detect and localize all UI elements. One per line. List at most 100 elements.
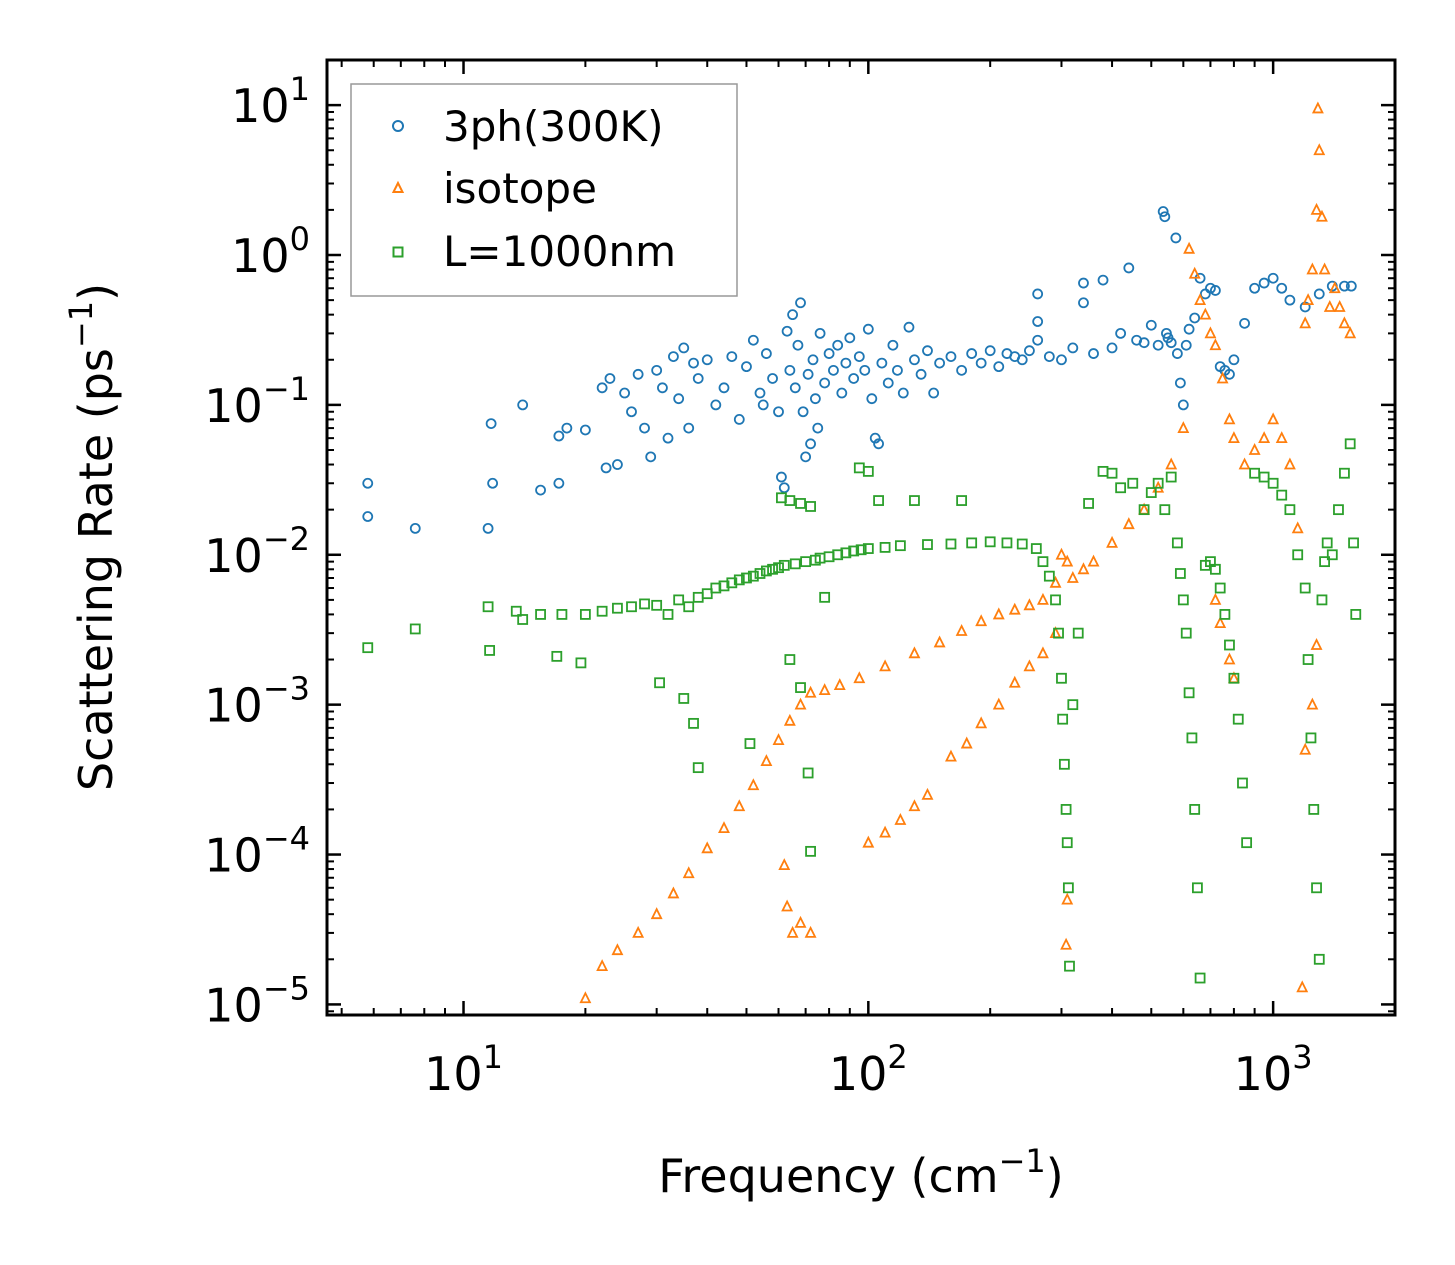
data-point (651, 364, 663, 376)
data-point (1333, 504, 1344, 516)
data-point (1333, 299, 1346, 312)
legend-label-boundary: L=1000nm (443, 227, 676, 276)
data-point (1064, 960, 1075, 972)
data-point (1283, 457, 1296, 470)
data-point (1350, 609, 1362, 620)
data-point (862, 543, 874, 554)
data-point (789, 382, 801, 394)
data-point (975, 716, 988, 729)
data-point (773, 406, 784, 418)
data-point (1016, 354, 1028, 366)
data-point (1170, 232, 1182, 244)
data-point (1209, 285, 1221, 296)
data-point (760, 348, 772, 359)
data-point (1275, 431, 1288, 444)
y-axis-label: Scattering Rate (ps−1) (62, 283, 123, 791)
data-point (984, 345, 996, 357)
data-point (1328, 281, 1341, 294)
data-point (1228, 672, 1240, 684)
legend: 3ph(300K) isotope L=1000nm (350, 83, 738, 297)
data-point (1302, 654, 1314, 665)
data-point (819, 591, 831, 603)
data-point (909, 495, 920, 506)
data-point (579, 991, 592, 1004)
data-point (1016, 538, 1028, 550)
data-point (678, 342, 690, 354)
data-point (760, 565, 772, 577)
data-point (1319, 556, 1330, 568)
data-point (922, 539, 933, 550)
data-point (632, 925, 645, 938)
data-point (1138, 337, 1150, 349)
data-point (1036, 646, 1049, 659)
data-point (1001, 537, 1013, 549)
data-point (639, 422, 650, 434)
series-2 (362, 438, 1362, 984)
data-point (1192, 882, 1203, 894)
data-point (786, 925, 799, 938)
data-point (1032, 316, 1044, 327)
data-point (797, 406, 809, 418)
data-point (1313, 288, 1325, 300)
legend-marker-isotope (391, 180, 405, 193)
data-point (1066, 570, 1079, 583)
data-point (1067, 699, 1079, 711)
data-point (1315, 209, 1328, 222)
data-point (879, 541, 891, 553)
data-point (844, 332, 856, 344)
data-point (1292, 549, 1304, 561)
y-tick-label: 10−4 (204, 820, 310, 883)
data-point (1106, 467, 1118, 479)
data-point (784, 654, 796, 665)
data-point (1115, 482, 1127, 494)
data-point (1177, 594, 1189, 606)
data-point (1056, 672, 1067, 684)
data-point (1258, 431, 1271, 444)
data-point (784, 364, 796, 376)
data-point (1302, 293, 1315, 306)
tick-labels: 101 102 103 101 100 10−1 10−2 10−3 10−4 10−5 (204, 70, 1312, 1101)
data-point (984, 536, 996, 548)
data-point (1138, 504, 1150, 516)
data-point (1183, 323, 1195, 335)
data-point (553, 430, 565, 442)
data-point (1214, 616, 1227, 629)
data-point (718, 580, 730, 592)
data-point (869, 432, 881, 444)
data-point (908, 799, 921, 812)
data-point (1037, 556, 1049, 568)
data-point (819, 377, 831, 389)
data-point (362, 642, 374, 654)
data-point (1224, 368, 1235, 380)
data-point (862, 835, 875, 848)
data-point (1310, 637, 1323, 650)
data-point (710, 399, 722, 411)
data-point (887, 339, 899, 351)
legend-label-3ph: 3ph(300K) (443, 102, 663, 151)
data-point (662, 609, 674, 620)
data-point (1305, 732, 1317, 744)
data-point (772, 733, 785, 746)
y-tick-label: 10−2 (204, 520, 310, 583)
data-point (784, 495, 796, 506)
data-point (1036, 592, 1049, 605)
data-point (828, 364, 839, 376)
data-point (1152, 477, 1164, 489)
data-point (362, 511, 374, 522)
data-point (1050, 594, 1061, 606)
data-point (1339, 467, 1350, 479)
data-point (862, 465, 874, 477)
data-point (551, 650, 563, 662)
data-point (645, 451, 657, 463)
data-point (1171, 348, 1183, 359)
data-point (862, 323, 874, 335)
data-point (701, 354, 713, 366)
data-point (928, 387, 940, 399)
data-point (682, 866, 695, 879)
data-point (1030, 543, 1042, 554)
data-point (701, 841, 714, 854)
data-point (596, 605, 608, 617)
y-tick-label: 10−5 (204, 969, 310, 1032)
data-point (1249, 282, 1261, 294)
data-point (894, 812, 907, 825)
